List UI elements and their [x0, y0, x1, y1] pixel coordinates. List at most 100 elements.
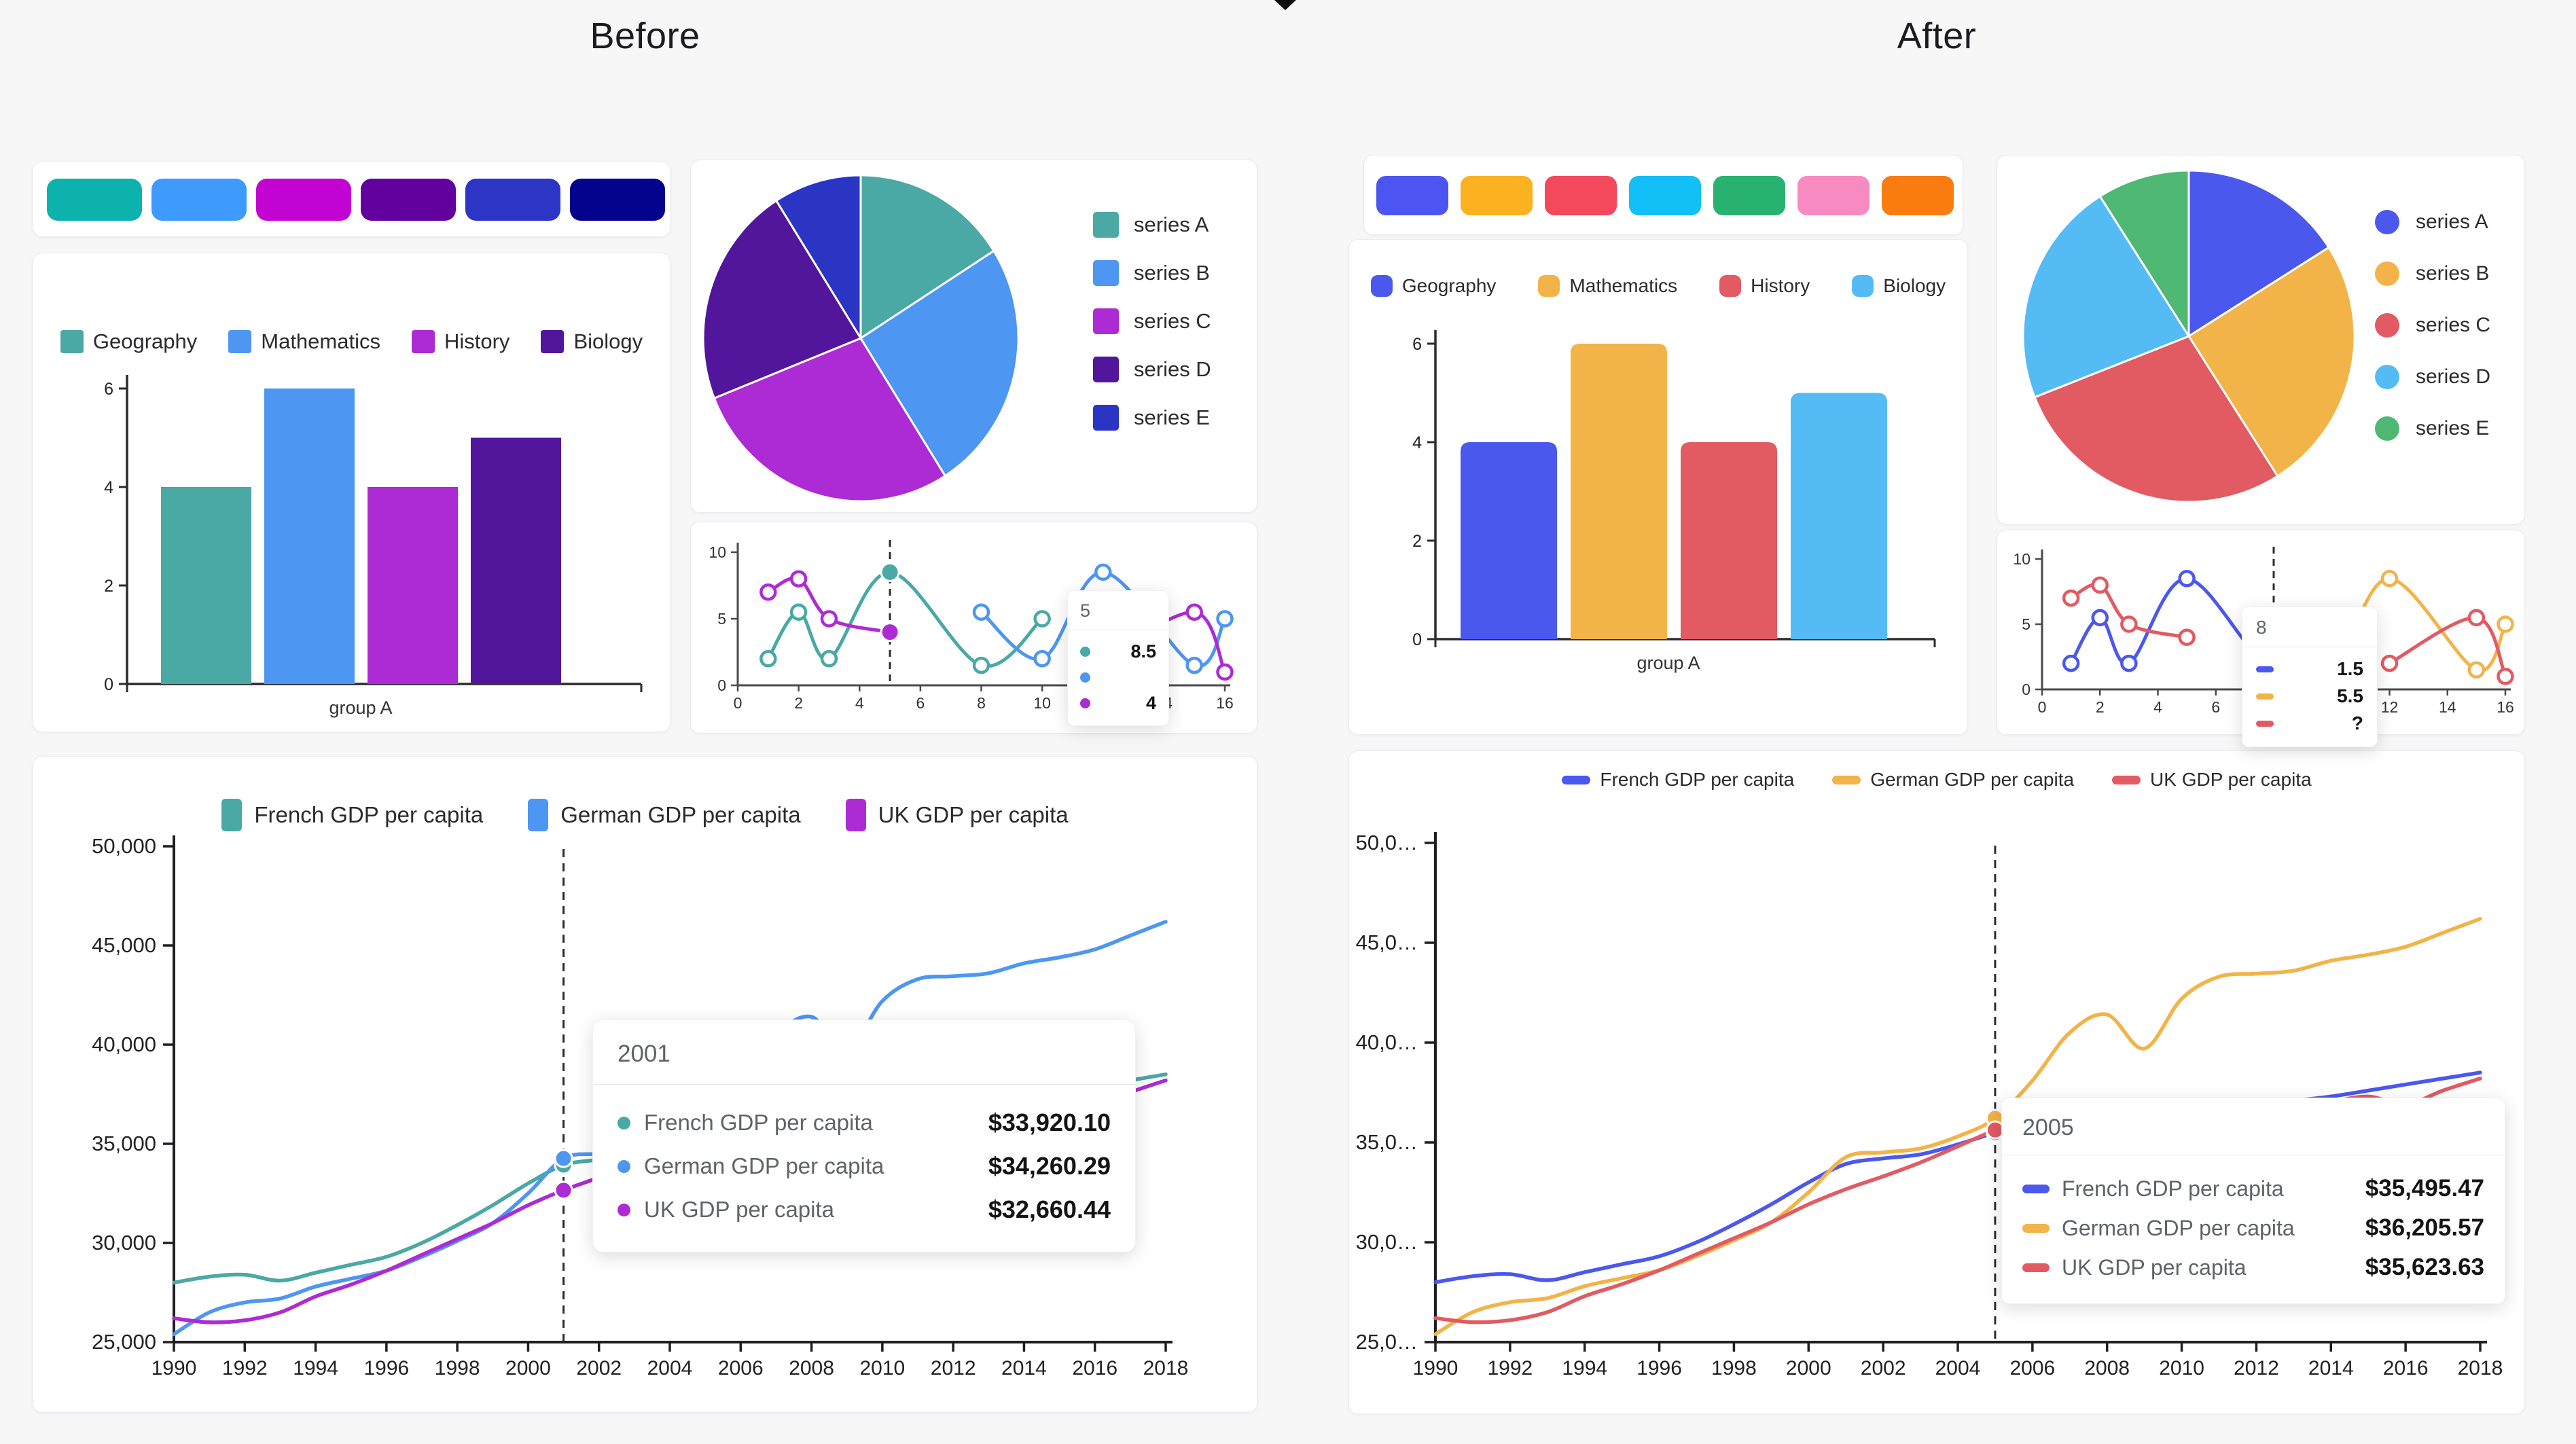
- data-point[interactable]: [1033, 610, 1051, 628]
- data-point[interactable]: [759, 583, 777, 601]
- legend-item[interactable]: Mathematics: [1538, 275, 1677, 297]
- palette-swatch[interactable]: [1713, 176, 1785, 215]
- data-point[interactable]: [972, 656, 990, 674]
- bar-mathematics[interactable]: [1571, 344, 1667, 639]
- chart-canvas: 25,0… 30,0… 35,0… 40,0… 45,0… 50,0… 1990 1992 19…: [1356, 831, 2503, 1379]
- legend-item[interactable]: series E: [1093, 405, 1211, 431]
- data-point[interactable]: [1185, 656, 1203, 674]
- palette-swatch[interactable]: [361, 179, 456, 221]
- legend-item[interactable]: series C: [2375, 313, 2490, 338]
- pie-slice-series-C[interactable]: [713, 337, 947, 503]
- data-point[interactable]: [820, 650, 838, 668]
- data-point[interactable]: [2062, 654, 2080, 672]
- palette-swatch[interactable]: [465, 179, 560, 221]
- data-point[interactable]: [2120, 615, 2138, 633]
- legend-item[interactable]: German GDP per capita: [528, 799, 801, 831]
- bar-geography[interactable]: [1461, 442, 1557, 639]
- axis-tick-label: 25,000: [92, 1330, 156, 1354]
- bar-geography[interactable]: [161, 487, 251, 684]
- legend-item[interactable]: History: [1719, 275, 1810, 297]
- bar-biology[interactable]: [471, 437, 561, 685]
- data-point[interactable]: [2497, 615, 2514, 633]
- line-series[interactable]: [2069, 582, 2189, 639]
- pie-slice-series-E[interactable]: [774, 174, 862, 342]
- bar-mathematics[interactable]: [264, 389, 355, 684]
- pie-slice-series-A[interactable]: [859, 174, 995, 340]
- legend-item[interactable]: Biology: [541, 329, 643, 354]
- data-point[interactable]: [880, 562, 900, 582]
- data-point[interactable]: [2380, 570, 2399, 588]
- legend-item[interactable]: series A: [2375, 210, 2490, 234]
- pie-slice-series-D[interactable]: [702, 199, 863, 400]
- data-point[interactable]: [1094, 563, 1112, 581]
- data-point[interactable]: [1216, 663, 1234, 681]
- palette-swatch[interactable]: [1797, 176, 1870, 215]
- pie-slice-series-E[interactable]: [2098, 169, 2190, 340]
- data-point[interactable]: [2091, 576, 2109, 594]
- palette-swatch[interactable]: [1882, 176, 1954, 215]
- legend-item[interactable]: Geography: [60, 329, 197, 354]
- palette-swatch[interactable]: [47, 179, 142, 221]
- data-point[interactable]: [2467, 609, 2486, 627]
- legend-item[interactable]: series C: [1093, 308, 1211, 334]
- palette-swatch[interactable]: [1376, 176, 1448, 215]
- legend-item[interactable]: series B: [2375, 261, 2490, 286]
- data-point[interactable]: [759, 650, 777, 668]
- data-point[interactable]: [1216, 610, 1234, 628]
- pie-slice-series-B[interactable]: [2187, 246, 2356, 478]
- palette-swatch[interactable]: [256, 179, 351, 221]
- pie-slice-series-A[interactable]: [2187, 169, 2331, 338]
- data-point[interactable]: [1033, 650, 1051, 668]
- legend-item[interactable]: French GDP per capita: [1562, 769, 1794, 791]
- legend-item[interactable]: UK GDP per capita: [2112, 769, 2312, 791]
- legend-item[interactable]: series D: [2375, 365, 2490, 389]
- legend-item[interactable]: Biology: [1852, 275, 1946, 297]
- palette-swatch[interactable]: [151, 179, 247, 221]
- line-series[interactable]: [1433, 916, 2482, 1336]
- data-point[interactable]: [880, 622, 900, 643]
- legend-item[interactable]: series B: [1093, 260, 1211, 286]
- data-point[interactable]: [789, 570, 808, 588]
- legend-item[interactable]: series D: [1093, 357, 1211, 382]
- axis-tick-label: 0: [734, 694, 743, 712]
- legend-item[interactable]: French GDP per capita: [221, 799, 483, 831]
- legend-item[interactable]: History: [411, 329, 509, 354]
- data-point[interactable]: [2178, 570, 2196, 588]
- legend-marker: [2375, 313, 2399, 338]
- axis-tick-label: 1992: [222, 1357, 268, 1379]
- line-series[interactable]: [766, 576, 892, 634]
- bar-biology[interactable]: [1791, 393, 1887, 640]
- data-point[interactable]: [2497, 668, 2514, 685]
- data-point[interactable]: [2091, 609, 2109, 627]
- pie-slice-series-C[interactable]: [2033, 335, 2279, 503]
- chart-canvas: [702, 174, 1020, 503]
- data-point[interactable]: [2380, 654, 2399, 672]
- chart-tooltip: 2001 French GDP per capita $33,920.10 Germa…: [592, 1019, 1136, 1252]
- legend-item[interactable]: UK GDP per capita: [845, 799, 1069, 831]
- line-series[interactable]: [766, 570, 1044, 668]
- data-point[interactable]: [972, 603, 990, 621]
- data-point[interactable]: [2062, 589, 2080, 607]
- legend-item[interactable]: series E: [2375, 416, 2490, 441]
- bar-history[interactable]: [368, 487, 458, 684]
- data-point[interactable]: [2467, 661, 2486, 679]
- palette-swatch[interactable]: [1629, 176, 1701, 215]
- active-data-point[interactable]: [554, 1149, 573, 1168]
- palette-swatch[interactable]: [1545, 176, 1617, 215]
- pie-slice-series-D[interactable]: [2022, 194, 2191, 399]
- data-point[interactable]: [789, 603, 808, 621]
- active-data-point[interactable]: [554, 1180, 573, 1200]
- legend-item[interactable]: German GDP per capita: [1832, 769, 2074, 791]
- data-point[interactable]: [2120, 654, 2138, 672]
- palette-swatch[interactable]: [1461, 176, 1533, 215]
- legend-item[interactable]: Mathematics: [228, 329, 380, 354]
- data-point[interactable]: [1185, 603, 1203, 621]
- data-point[interactable]: [2178, 628, 2196, 646]
- data-point[interactable]: [820, 610, 838, 628]
- chart-legend: series A series B series C series D series E: [1093, 212, 1211, 431]
- legend-item[interactable]: Geography: [1370, 275, 1496, 297]
- legend-item[interactable]: series A: [1093, 212, 1211, 238]
- bar-history[interactable]: [1681, 442, 1777, 639]
- palette-swatch[interactable]: [570, 179, 665, 221]
- pie-slice-series-B[interactable]: [859, 249, 1020, 477]
